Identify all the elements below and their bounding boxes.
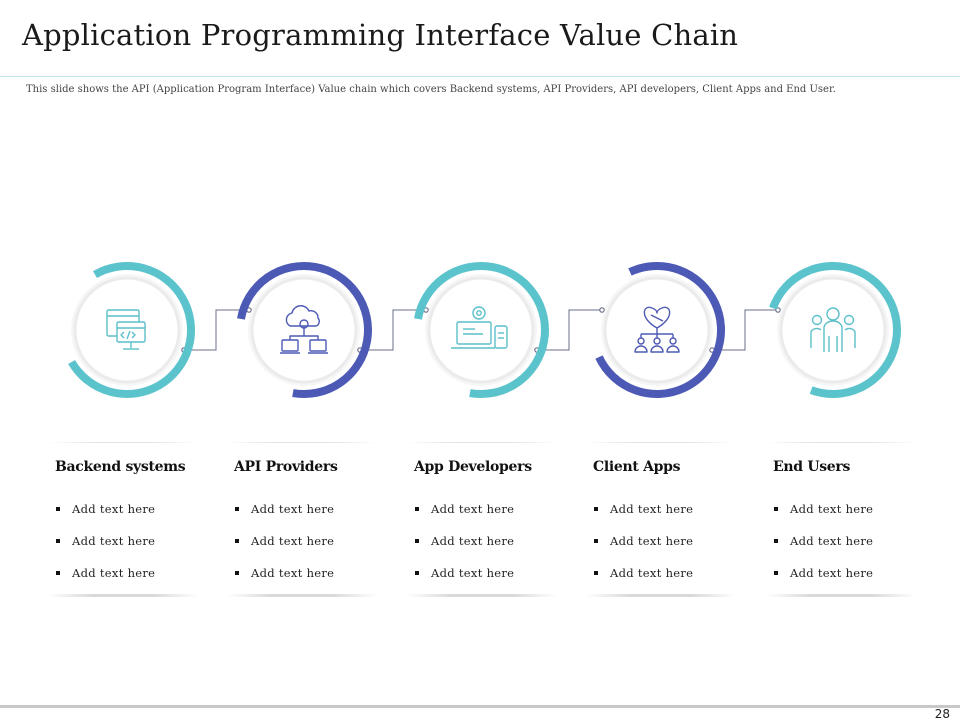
list-item: Add text here [773, 502, 873, 534]
slide-title: Application Programming Interface Value … [22, 18, 739, 52]
cloud-network-icon [280, 305, 328, 354]
bullet-list: Add text here Add text here Add text her… [773, 502, 873, 598]
bullet-list: Add text here Add text here Add text her… [234, 502, 334, 598]
list-item: Add text here [773, 534, 873, 566]
list-item: Add text here [593, 566, 693, 598]
bullet-list: Add text here Add text here Add text her… [593, 502, 693, 598]
list-item: Add text here [55, 502, 155, 534]
list-item: Add text here [773, 566, 873, 598]
stage-circle-app-developers [414, 262, 549, 398]
slide-subtitle: This slide shows the API (Application Pr… [26, 84, 836, 95]
title-divider [0, 76, 960, 77]
list-item: Add text here [234, 502, 334, 534]
stage-circle-end-users [769, 262, 901, 398]
app-devices-icon [451, 306, 508, 349]
list-item: Add text here [414, 502, 514, 534]
list-item: Add text here [55, 534, 155, 566]
connector-4-5 [712, 309, 778, 351]
page-number: 28 [934, 707, 950, 721]
stage-circle-client-apps [595, 262, 725, 398]
stage-card-api-providers: API Providers Add text here Add text her… [227, 442, 377, 598]
connector-1-2 [184, 309, 249, 351]
handshake-heart-icon [634, 306, 680, 353]
bullet-list: Add text here Add text here Add text her… [55, 502, 155, 598]
connector-2-3 [360, 309, 426, 351]
user-group-icon [810, 307, 856, 352]
code-monitor-icon [106, 309, 146, 350]
stage-title: Client Apps [593, 459, 681, 475]
stage-title: End Users [773, 459, 851, 475]
stage-circle-backend-systems [68, 262, 195, 398]
list-item: Add text here [414, 534, 514, 566]
value-chain-diagram [68, 262, 901, 398]
stage-card-app-developers: App Developers Add text here Add text he… [407, 442, 557, 598]
stage-title: API Providers [234, 459, 338, 475]
list-item: Add text here [234, 534, 334, 566]
stage-title: App Developers [414, 459, 532, 475]
list-item: Add text here [55, 566, 155, 598]
stage-title: Backend systems [55, 459, 186, 475]
stage-circle-api-providers [237, 262, 372, 398]
stage-card-client-apps: Client Apps Add text here Add text here … [586, 442, 736, 598]
stage-card-backend-systems: Backend systems Add text here Add text h… [48, 442, 198, 598]
bullet-list: Add text here Add text here Add text her… [414, 502, 514, 598]
footer-bar [0, 705, 960, 708]
list-item: Add text here [234, 566, 334, 598]
connector-3-4 [537, 309, 602, 351]
list-item: Add text here [593, 502, 693, 534]
list-item: Add text here [414, 566, 514, 598]
stage-card-end-users: End Users Add text here Add text here Ad… [766, 442, 916, 598]
list-item: Add text here [593, 534, 693, 566]
